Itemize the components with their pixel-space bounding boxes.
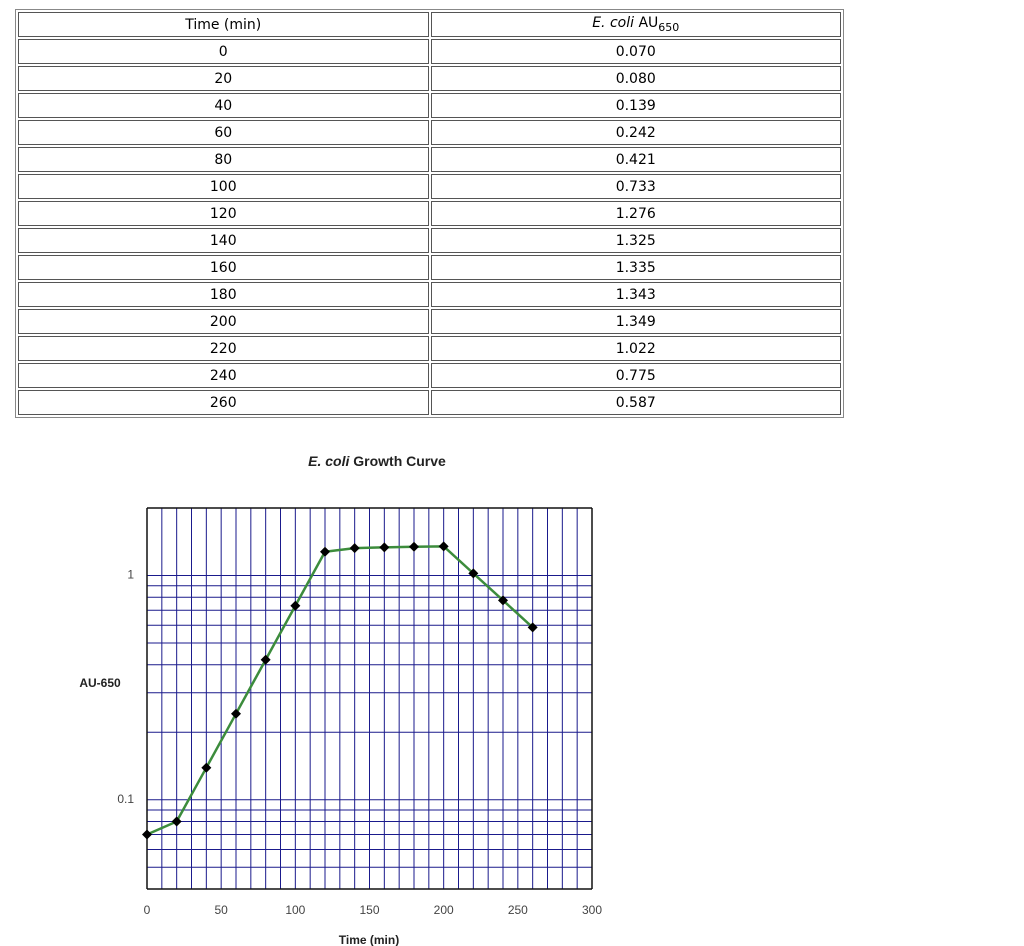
header-sub: 650: [658, 20, 680, 34]
y-tick-label: 1: [127, 568, 134, 582]
data-point: [498, 595, 508, 606]
cell: 1.325: [430, 228, 841, 253]
cell: 20: [18, 66, 429, 91]
cell: 240: [18, 363, 429, 388]
cell: 100: [18, 174, 429, 199]
title-text: Growth Curve: [353, 453, 446, 469]
title-italic: E. coli: [308, 453, 350, 469]
cell: 1.343: [430, 282, 841, 307]
row: 100 0.733: [18, 174, 841, 199]
data-point: [527, 622, 538, 633]
chart-title: E. coli Growth Curve: [308, 453, 446, 469]
x-tick-label: 0: [144, 903, 151, 917]
cell: 60: [18, 120, 429, 145]
header-cell: Time (min): [18, 12, 429, 37]
data-point: [320, 546, 330, 557]
data-point: [468, 568, 479, 579]
cell: 1.335: [430, 255, 841, 280]
row: 220 1.022: [18, 336, 841, 361]
data-point: [290, 600, 301, 611]
data-point: [379, 542, 390, 553]
x-tick-label: 250: [508, 903, 528, 917]
cell: 0.421: [430, 147, 841, 172]
x-tick-label: 50: [214, 903, 228, 917]
row: 40 0.139: [18, 93, 841, 118]
y-axis-label: AU-650: [79, 676, 121, 690]
cell: 220: [18, 336, 429, 361]
cell: 1.349: [430, 309, 841, 334]
row: 120 1.276: [18, 201, 841, 226]
data-table: Time (min) E. coli AU650 0 0.070 20 0.080 40…: [15, 9, 844, 418]
row: 0 0.070: [18, 39, 841, 64]
row: 140 1.325: [18, 228, 841, 253]
data-point: [201, 762, 212, 773]
y-tick-label: 0.1: [117, 792, 134, 806]
chart: E. coli Growth Curve AU-650 Time (min) 0…: [79, 453, 602, 946]
cell: 140: [18, 228, 429, 253]
data-point: [438, 541, 449, 552]
cell: 180: [18, 282, 429, 307]
cell: 80: [18, 147, 429, 172]
cell: 160: [18, 255, 429, 280]
x-tick-label: 300: [582, 903, 602, 917]
row: 80 0.421: [18, 147, 841, 172]
cell: 120: [18, 201, 429, 226]
x-tick-label: 100: [285, 903, 305, 917]
data-point: [349, 543, 360, 554]
cell: 0.733: [430, 174, 841, 199]
cell: 0: [18, 39, 429, 64]
cell: 0.242: [430, 120, 841, 145]
header-text: AU: [638, 15, 659, 32]
row: 180 1.343: [18, 282, 841, 307]
x-axis-label: Time (min): [339, 933, 399, 946]
header-cell: E. coli AU650: [430, 12, 841, 37]
data-point: [409, 541, 419, 552]
row: 240 0.775: [18, 363, 841, 388]
row: 160 1.335: [18, 255, 841, 280]
cell: 200: [18, 309, 429, 334]
cell: 1.276: [430, 201, 841, 226]
cell: 0.587: [430, 390, 841, 415]
cell: 40: [18, 93, 429, 118]
row: 260 0.587: [18, 390, 841, 415]
data-line: [146, 545, 534, 836]
data-point: [171, 816, 182, 827]
x-tick-label: 150: [359, 903, 379, 917]
header-row: Time (min) E. coli AU650: [18, 12, 841, 37]
data-point: [260, 654, 271, 665]
row: 60 0.242: [18, 120, 841, 145]
cell: 0.070: [430, 39, 841, 64]
cell: 0.139: [430, 93, 841, 118]
row: 20 0.080: [18, 66, 841, 91]
cell: 0.775: [430, 363, 841, 388]
x-tick-label: 200: [434, 903, 454, 917]
row: 200 1.349: [18, 309, 841, 334]
cell: 260: [18, 390, 429, 415]
cell: 0.080: [430, 66, 841, 91]
cell: 1.022: [430, 336, 841, 361]
data-point: [231, 708, 241, 719]
header-italic: E. coli: [592, 15, 634, 32]
data-point: [142, 829, 152, 840]
